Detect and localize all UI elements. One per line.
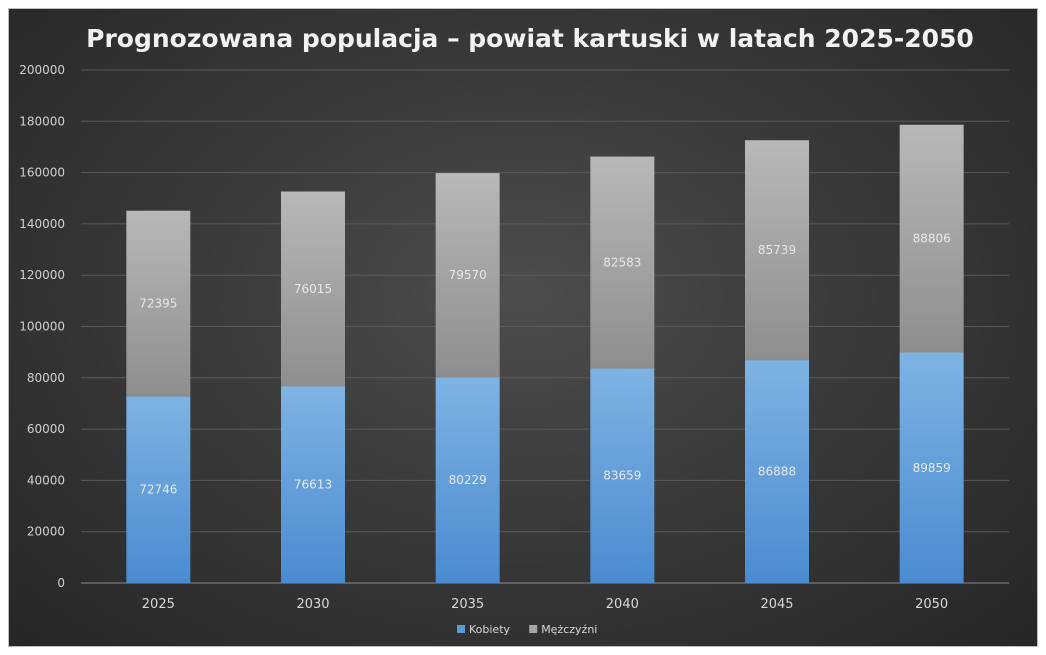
y-tick-label: 120000: [19, 268, 65, 282]
data-label: 72395: [139, 297, 177, 311]
y-tick-label: 60000: [27, 422, 65, 436]
y-tick-label: 140000: [19, 217, 65, 231]
data-label: 82583: [603, 256, 641, 270]
y-tick-label: 0: [57, 576, 65, 590]
legend: Kobiety Mężczyźni: [457, 623, 597, 636]
chart-frame: 0 20000 40000 60000 80000 100000 120000 140000 1…: [8, 8, 1038, 647]
x-tick-label: 2040: [606, 597, 639, 612]
data-label: 88806: [913, 232, 951, 246]
bar-m-czy-ni-2030: [281, 191, 345, 387]
data-label: 80229: [449, 473, 487, 487]
data-label: 72746: [139, 483, 177, 497]
bar-m-czy-ni-2040: [590, 156, 655, 369]
population-chart: 0 20000 40000 60000 80000 100000 120000 140000 1…: [19, 24, 1009, 636]
legend-label: Mężczyźni: [541, 623, 597, 636]
data-label: 76015: [294, 282, 332, 296]
y-tick-label: 100000: [19, 320, 65, 334]
bar-kobiety-2025: [126, 396, 191, 583]
bars: [126, 124, 964, 583]
bar-kobiety-2030: [281, 386, 345, 583]
y-tick-label: 40000: [27, 473, 65, 487]
y-tick-label: 200000: [19, 63, 65, 77]
y-tick-label: 180000: [19, 114, 65, 128]
x-tick-label: 2035: [451, 597, 484, 612]
y-axis-ticks: 0 20000 40000 60000 80000 100000 120000 140000 1…: [19, 63, 65, 590]
data-label: 86888: [758, 465, 796, 479]
gridlines: [81, 69, 1009, 584]
bar-m-czy-ni-2035: [435, 173, 500, 378]
y-tick-label: 20000: [27, 525, 65, 539]
bar-m-czy-ni-2025: [126, 210, 191, 397]
data-label: 85739: [758, 243, 796, 257]
x-tick-label: 2030: [296, 597, 329, 612]
x-tick-label: 2025: [142, 597, 175, 612]
data-label: 83659: [603, 469, 641, 483]
y-tick-label: 160000: [19, 166, 65, 180]
bar-kobiety-2040: [590, 368, 655, 583]
bar-kobiety-2035: [435, 377, 500, 583]
x-tick-label: 2050: [915, 597, 948, 612]
x-tick-label: 2045: [760, 597, 793, 612]
bar-m-czy-ni-2050: [899, 124, 964, 353]
chart-title: Prognozowana populacja – powiat kartuski…: [86, 24, 974, 53]
data-label: 89859: [913, 461, 951, 475]
legend-swatch: [457, 625, 465, 633]
bar-kobiety-2050: [899, 352, 964, 583]
data-label: 76613: [294, 478, 332, 492]
x-axis-ticks: 2025 2030 2035 2040 2045 2050: [142, 597, 948, 612]
data-label: 79570: [449, 268, 487, 282]
y-tick-label: 80000: [27, 371, 65, 385]
legend-label: Kobiety: [469, 623, 511, 636]
legend-swatch: [529, 625, 538, 633]
data-labels: 72746 72395 76613 76015 80229 79570 83659 82583…: [139, 232, 951, 497]
bar-m-czy-ni-2045: [745, 140, 809, 361]
bar-kobiety-2045: [745, 360, 809, 583]
